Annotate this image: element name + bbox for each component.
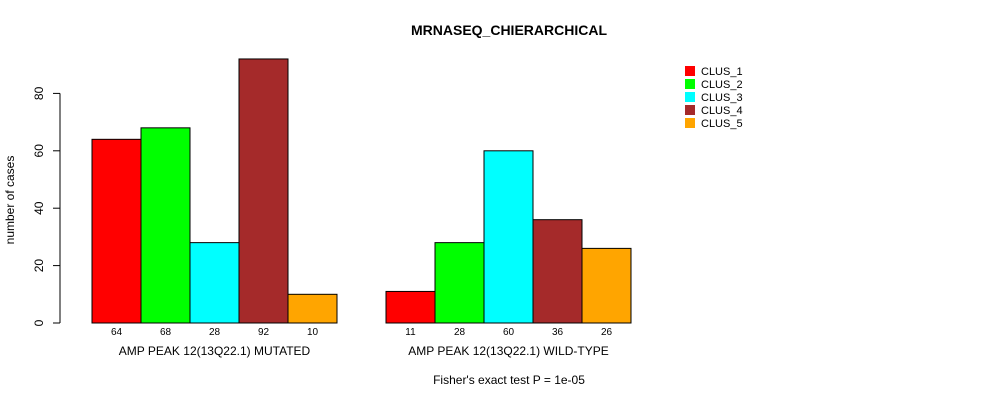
legend-label-clus-1: CLUS_1 <box>701 66 743 78</box>
bar-clus-3-group-2 <box>483 150 534 324</box>
bar-clus-4-group-1 <box>238 58 289 324</box>
legend-label-clus-4: CLUS_4 <box>701 105 743 117</box>
fisher-test-footnote: Fisher's exact test P = 1e-05 <box>433 373 585 387</box>
bar-clus-5-group-2 <box>581 247 632 324</box>
bar-clus-5-group-1 <box>287 293 338 324</box>
y-tick-label: 40 <box>32 201 46 215</box>
bar-value-label: 11 <box>405 327 416 338</box>
bar-clus-3-group-1 <box>189 242 240 324</box>
bar-value-label: 60 <box>503 327 515 338</box>
legend-swatch-clus-2 <box>685 79 695 89</box>
bar-clus-2-group-1 <box>140 127 191 324</box>
bar-value-label: 26 <box>601 327 613 338</box>
legend-label-clus-2: CLUS_2 <box>701 79 743 91</box>
data-labels: 64 68 28 92 10 11 28 60 36 26 <box>111 327 613 338</box>
bar-value-label: 10 <box>307 327 319 338</box>
bar-value-label: 28 <box>209 327 221 338</box>
legend-swatch-clus-1 <box>685 66 695 76</box>
bar-value-label: 64 <box>111 327 123 338</box>
chart-title: MRNASEQ_CHIERARCHICAL <box>411 22 607 38</box>
group-label-1: AMP PEAK 12(13Q22.1) MUTATED <box>119 344 311 358</box>
group-labels: AMP PEAK 12(13Q22.1) MUTATED AMP PEAK 12(… <box>119 344 609 358</box>
legend-label-clus-5: CLUS_5 <box>701 118 743 130</box>
y-tick-label: 60 <box>32 144 46 158</box>
y-tick-label: 0 <box>32 319 46 326</box>
y-tick-label: 80 <box>32 86 46 100</box>
bar-value-label: 28 <box>454 327 466 338</box>
bar-clus-2-group-2 <box>434 242 485 324</box>
bars <box>91 58 632 324</box>
bar-value-label: 36 <box>552 327 564 338</box>
legend-label-clus-3: CLUS_3 <box>701 92 743 104</box>
legend-swatch-clus-4 <box>685 105 695 115</box>
legend-swatch-clus-5 <box>685 118 695 128</box>
legend-swatch-clus-3 <box>685 92 695 102</box>
bar-clus-1-group-1 <box>91 138 142 324</box>
bar-clus-4-group-2 <box>532 219 583 324</box>
bar-value-label: 68 <box>160 327 172 338</box>
bar-value-label: 92 <box>258 327 270 338</box>
y-tick-label: 20 <box>32 259 46 273</box>
y-axis-label: number of cases <box>3 156 17 245</box>
bar-clus-1-group-2 <box>385 290 436 324</box>
y-axis: 0 20 40 60 80 <box>32 86 61 326</box>
group-label-2: AMP PEAK 12(13Q22.1) WILD-TYPE <box>408 344 609 358</box>
